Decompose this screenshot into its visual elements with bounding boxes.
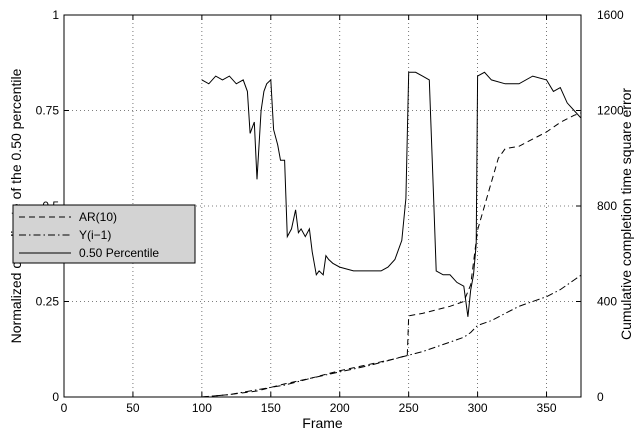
- x-tick-label: 0: [61, 401, 68, 415]
- series-line-y-i-1: [201, 274, 582, 398]
- y2-tick-label: 1200: [597, 104, 624, 118]
- x-tick-label: 300: [468, 401, 488, 415]
- series-line-0-50-percentile: [201, 71, 582, 317]
- x-tick-label: 50: [126, 401, 140, 415]
- legend-label: 0.50 Percentile: [79, 246, 159, 260]
- x-tick-label: 350: [537, 401, 557, 415]
- y-tick-label: 0.75: [36, 104, 60, 118]
- series-line-ar-10: [201, 112, 582, 398]
- x-tick-label: 250: [399, 401, 419, 415]
- legend-label: AR(10): [79, 210, 117, 224]
- x-axis-label: Frame: [302, 415, 343, 431]
- axis-ticks: [63, 14, 581, 398]
- legend: AR(10) Y(i−1) 0.50 Percentile: [12, 204, 196, 264]
- x-tick-label: 100: [192, 401, 212, 415]
- legend-label: Y(i−1): [79, 228, 111, 242]
- x-tick-label: 200: [330, 401, 350, 415]
- y2-tick-label: 0: [597, 390, 604, 404]
- y2-tick-label: 800: [597, 199, 617, 213]
- y2-axis-label: Cumulative completion time square error: [618, 88, 634, 340]
- series-lines: [201, 71, 582, 398]
- y2-tick-label: 400: [597, 295, 617, 309]
- y-tick-label: 0: [52, 390, 59, 404]
- y-tick-label: 1: [52, 8, 59, 22]
- y-tick-label: 0.25: [36, 295, 60, 309]
- y2-tick-label: 1600: [597, 8, 624, 22]
- x-tick-label: 150: [261, 401, 281, 415]
